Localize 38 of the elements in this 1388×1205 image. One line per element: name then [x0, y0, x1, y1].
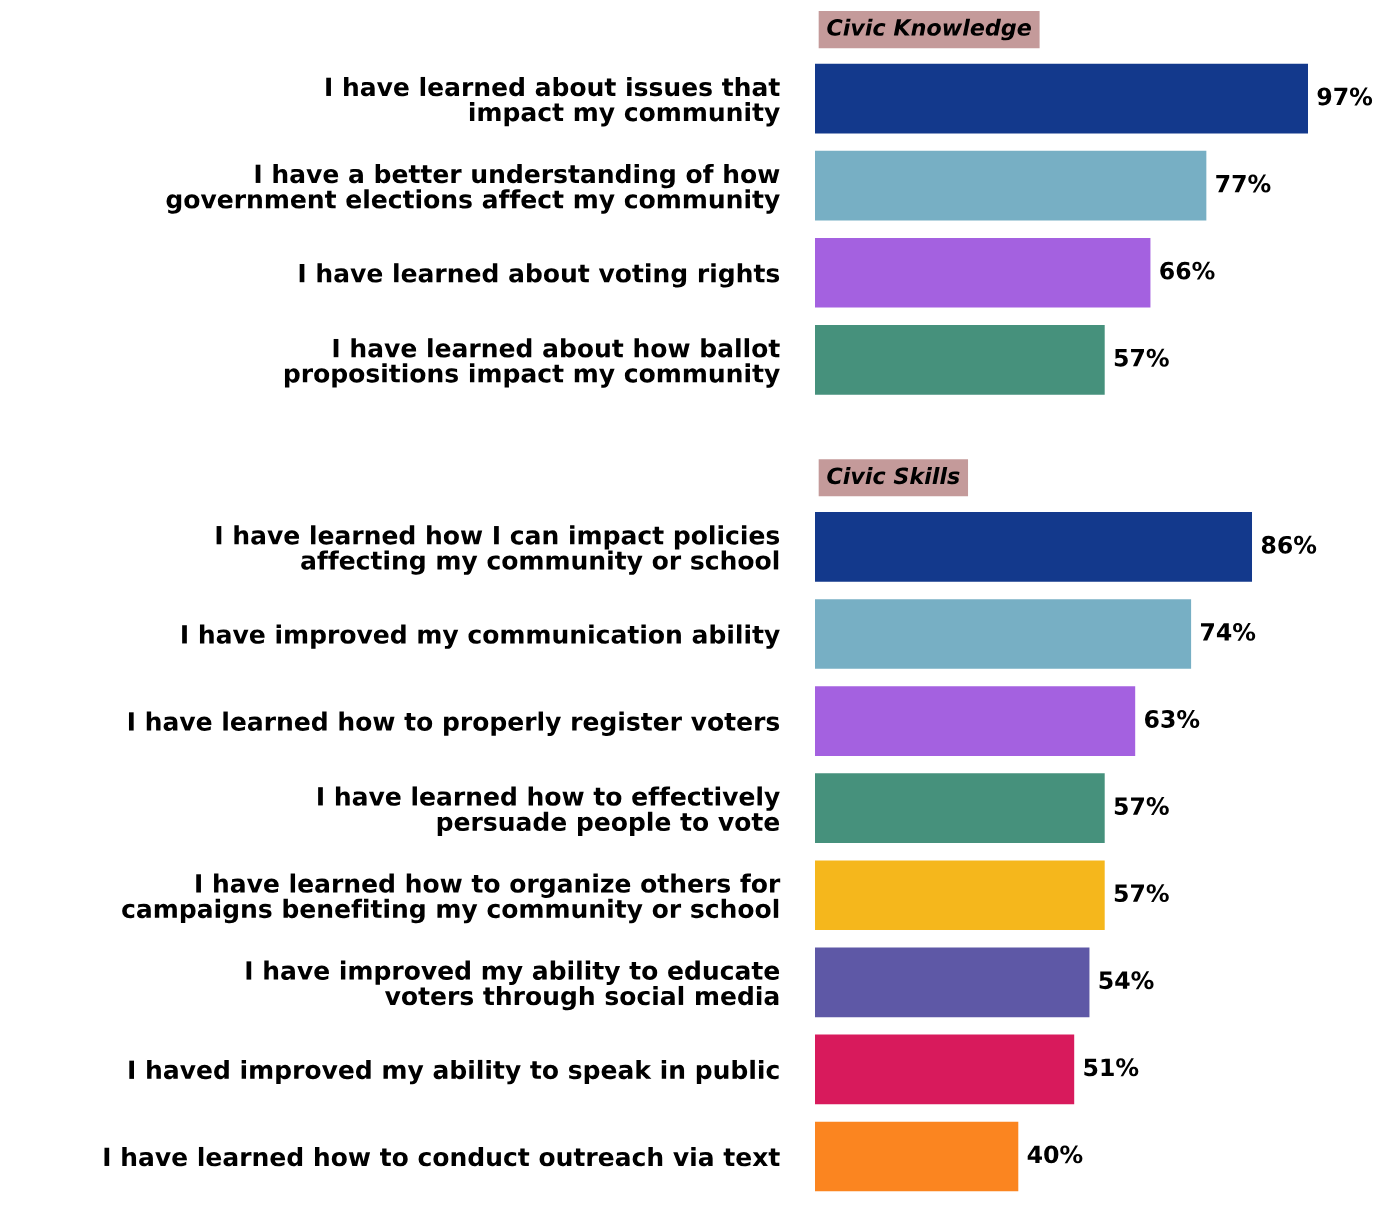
y-tick-label: I have learned about voting rights	[299, 263, 780, 288]
y-tick-label: I have learned how to conduct outreach via text	[104, 1146, 780, 1167]
data-label: 54%	[1099, 971, 1154, 990]
y-tick-label: I have learned how to effectively persuade people to vote	[318, 786, 780, 836]
y-tick-label: I have learned how to properly register voters	[128, 711, 780, 736]
bar	[815, 773, 1105, 843]
y-tick-label: I have learned how to organize others for campaigns benefiting my community or school	[122, 873, 781, 924]
y-tick-label: I have learned about issues that impact my community	[326, 76, 780, 127]
y-tick-label: I have learned how I can impact policies affecting my community or school	[216, 525, 780, 575]
y-tick-label: I have improved my communication ability	[182, 624, 780, 649]
bar	[815, 324, 1105, 395]
y-tick-label: I have improved my ability to educate voters through social media	[246, 960, 780, 1011]
bar	[815, 686, 1136, 756]
data-label: 51%	[1084, 1058, 1139, 1077]
y-tick-label: I have a better understanding of how government elections affect my community	[166, 163, 780, 214]
data-label: 57%	[1114, 348, 1169, 367]
data-label: 97%	[1317, 87, 1373, 106]
y-tick-label: I have learned about how ballot propositions impact my community	[284, 338, 780, 388]
bar	[815, 599, 1192, 669]
bar	[815, 1121, 1019, 1192]
bar	[815, 947, 1090, 1018]
bar	[815, 150, 1207, 221]
data-label: 74%	[1201, 622, 1256, 641]
bar	[815, 860, 1105, 931]
data-label: 40%	[1027, 1145, 1083, 1164]
data-label: 66%	[1160, 261, 1215, 280]
bar	[815, 237, 1151, 308]
chart-title: Civic Knowledge	[827, 18, 1031, 41]
chart-title: Civic Skills	[827, 467, 960, 485]
data-label: 63%	[1144, 710, 1200, 728]
bar	[815, 1034, 1075, 1105]
data-label: 86%	[1261, 535, 1317, 554]
data-label: 57%	[1114, 797, 1169, 815]
bar	[815, 512, 1253, 582]
y-tick-label: I haved improved my ability to speak in public	[129, 1059, 779, 1085]
data-label: 77%	[1216, 174, 1271, 193]
data-label: 57%	[1114, 884, 1169, 903]
bar	[815, 63, 1308, 134]
